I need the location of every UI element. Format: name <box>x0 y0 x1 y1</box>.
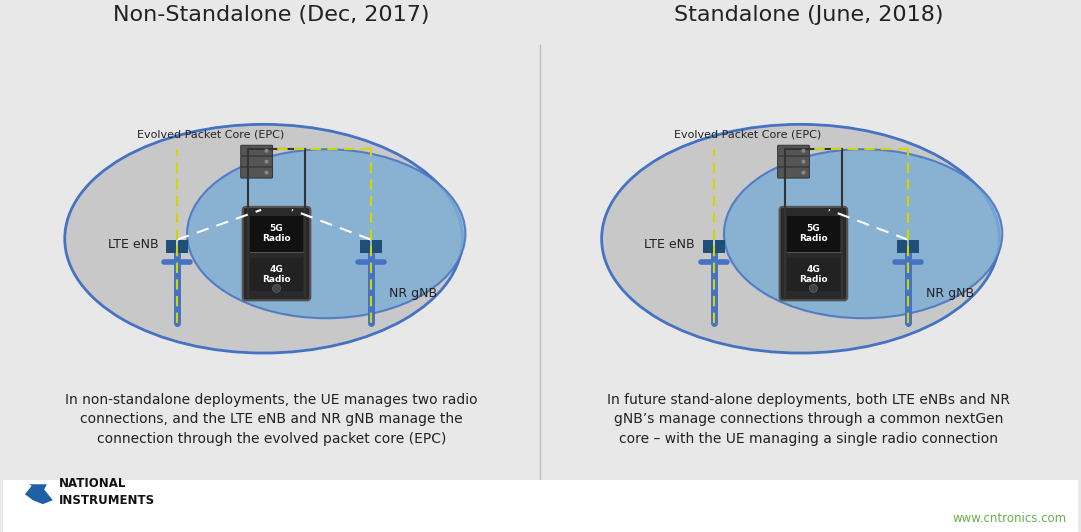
Circle shape <box>801 160 805 164</box>
Text: Standalone (June, 2018): Standalone (June, 2018) <box>673 5 944 25</box>
Ellipse shape <box>187 149 466 318</box>
Circle shape <box>272 285 280 293</box>
Text: Non-Standalone (Dec, 2017): Non-Standalone (Dec, 2017) <box>114 5 430 25</box>
Circle shape <box>810 285 817 293</box>
Bar <box>360 240 370 253</box>
Circle shape <box>801 149 805 153</box>
Ellipse shape <box>724 149 1002 318</box>
Bar <box>250 257 304 292</box>
Ellipse shape <box>65 124 463 353</box>
Bar <box>703 240 713 253</box>
Text: 4G
Radio: 4G Radio <box>263 265 291 284</box>
Bar <box>250 216 304 252</box>
FancyBboxPatch shape <box>243 207 310 301</box>
Circle shape <box>801 171 805 174</box>
Circle shape <box>265 171 268 174</box>
Bar <box>715 240 725 253</box>
Ellipse shape <box>602 124 999 353</box>
Text: NATIONAL
INSTRUMENTS: NATIONAL INSTRUMENTS <box>58 477 155 507</box>
Bar <box>897 240 907 253</box>
Bar <box>178 240 188 253</box>
FancyBboxPatch shape <box>241 167 272 178</box>
Text: 4G
Radio: 4G Radio <box>799 265 828 284</box>
FancyBboxPatch shape <box>777 156 810 167</box>
Polygon shape <box>29 484 46 492</box>
Bar <box>787 257 840 292</box>
Text: NR gNB: NR gNB <box>389 287 437 300</box>
Bar <box>909 240 919 253</box>
Bar <box>787 216 840 252</box>
Circle shape <box>265 149 268 153</box>
Text: In non-standalone deployments, the UE manages two radio
connections, and the LTE: In non-standalone deployments, the UE ma… <box>65 393 478 446</box>
Text: NR gNB: NR gNB <box>925 287 974 300</box>
FancyBboxPatch shape <box>777 145 810 156</box>
Polygon shape <box>25 484 53 504</box>
Text: In future stand-alone deployments, both LTE eNBs and NR
gNB’s manage connections: In future stand-alone deployments, both … <box>606 393 1010 446</box>
FancyBboxPatch shape <box>777 167 810 178</box>
FancyBboxPatch shape <box>241 156 272 167</box>
FancyBboxPatch shape <box>779 207 848 301</box>
Bar <box>3 480 1078 532</box>
Text: www.cntronics.com: www.cntronics.com <box>952 512 1067 525</box>
Circle shape <box>265 160 268 164</box>
Text: 5G
Radio: 5G Radio <box>263 224 291 244</box>
Bar <box>372 240 382 253</box>
Text: LTE eNB: LTE eNB <box>644 238 695 251</box>
Bar <box>166 240 176 253</box>
Text: 5G
Radio: 5G Radio <box>799 224 828 244</box>
Text: Evolved Packet Core (EPC): Evolved Packet Core (EPC) <box>675 129 822 139</box>
Text: Evolved Packet Core (EPC): Evolved Packet Core (EPC) <box>137 129 284 139</box>
Text: LTE eNB: LTE eNB <box>107 238 158 251</box>
FancyBboxPatch shape <box>241 145 272 156</box>
